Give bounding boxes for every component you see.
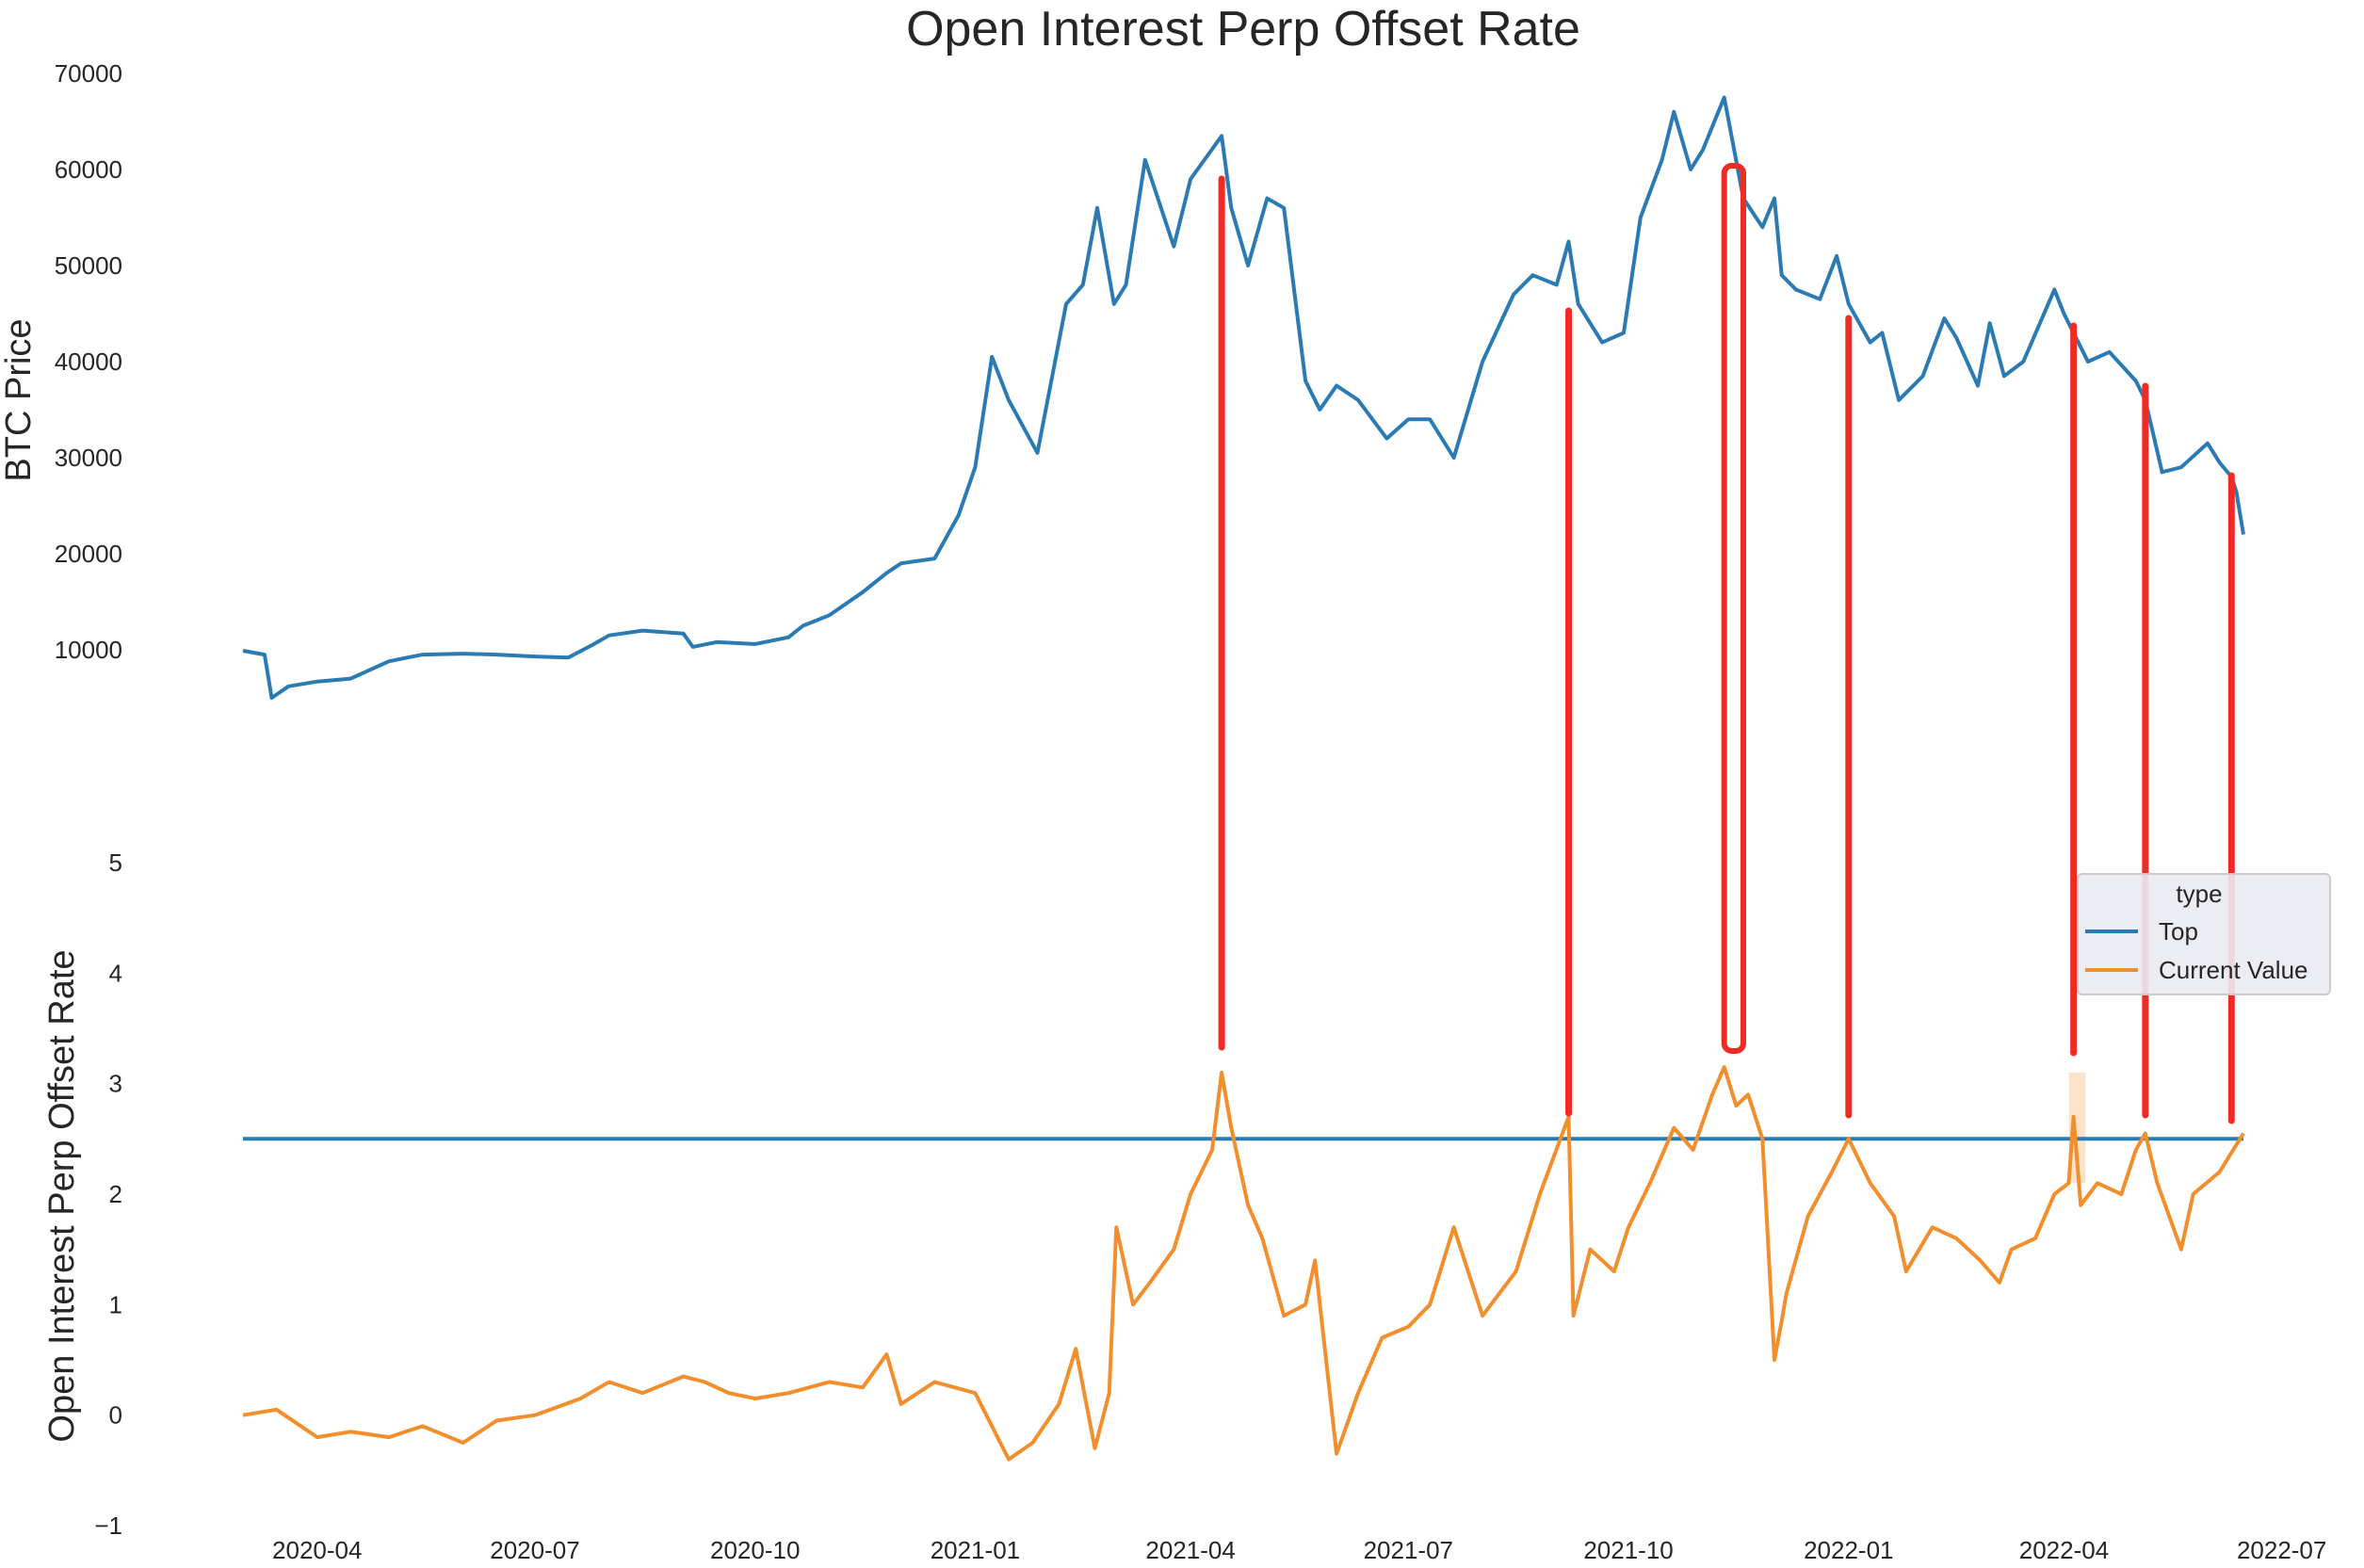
x-tick-label: 2021-01 xyxy=(931,1536,1020,1563)
x-tick-label: 2022-01 xyxy=(1804,1536,1893,1563)
top-y-tick-label: 30000 xyxy=(55,444,122,472)
red-highlight-box xyxy=(1721,163,1747,1054)
x-ticks: 2020-04 2020-07 2020-10 2021-01 2021-04 2021-… xyxy=(272,1536,2326,1564)
legend-title: type xyxy=(2176,880,2222,908)
current-value-line xyxy=(242,1065,2245,1462)
top-y-tick-label: 60000 xyxy=(55,155,122,184)
top-y-axis-label: BTC Price xyxy=(0,318,39,481)
legend-box xyxy=(2077,873,2331,995)
x-tick-label: 2021-07 xyxy=(1364,1536,1453,1563)
top-y-tick-label: 20000 xyxy=(55,540,122,568)
top-y-tick-label: 40000 xyxy=(55,348,122,376)
x-tick-label: 2021-04 xyxy=(1145,1536,1235,1563)
top-y-tick-label: 10000 xyxy=(55,636,122,664)
annotations xyxy=(1218,163,2235,1124)
bottom-y-tick-label: −1 xyxy=(94,1511,122,1540)
top-y-ticks: 10000 20000 30000 40000 50000 60000 70000 xyxy=(55,59,122,664)
x-tick-label: 2022-04 xyxy=(2019,1536,2109,1563)
bottom-y-tick-label: 2 xyxy=(109,1180,122,1208)
uncertainty-bands xyxy=(2068,1072,2086,1184)
x-tick-label: 2022-07 xyxy=(2237,1536,2326,1563)
btc-price-line xyxy=(242,95,2245,700)
bottom-y-tick-label: 1 xyxy=(109,1290,122,1318)
chart-title: Open Interest Perp Offset Rate xyxy=(906,2,1580,57)
legend-entry-current-value: Current Value xyxy=(2159,956,2308,984)
bottom-y-axis-label: Open Interest Perp Offset Rate xyxy=(42,949,82,1442)
top-y-tick-label: 50000 xyxy=(55,251,122,280)
x-tick-label: 2020-04 xyxy=(272,1536,362,1563)
x-tick-label: 2020-10 xyxy=(710,1536,800,1563)
x-tick-label: 2020-07 xyxy=(490,1536,579,1563)
bottom-y-tick-label: 3 xyxy=(109,1070,122,1098)
legend: type Top Current Value xyxy=(2077,873,2331,995)
current-value-confidence-band xyxy=(2068,1072,2086,1184)
bottom-y-ticks: −1 0 1 2 3 4 5 xyxy=(94,849,122,1540)
bottom-y-tick-label: 5 xyxy=(109,849,122,877)
x-tick-label: 2021-10 xyxy=(1583,1536,1673,1563)
top-y-tick-label: 70000 xyxy=(55,59,122,88)
bottom-y-tick-label: 0 xyxy=(109,1401,122,1430)
legend-entry-top: Top xyxy=(2159,917,2198,946)
series-lines xyxy=(242,95,2245,1462)
bottom-y-tick-label: 4 xyxy=(109,959,122,987)
